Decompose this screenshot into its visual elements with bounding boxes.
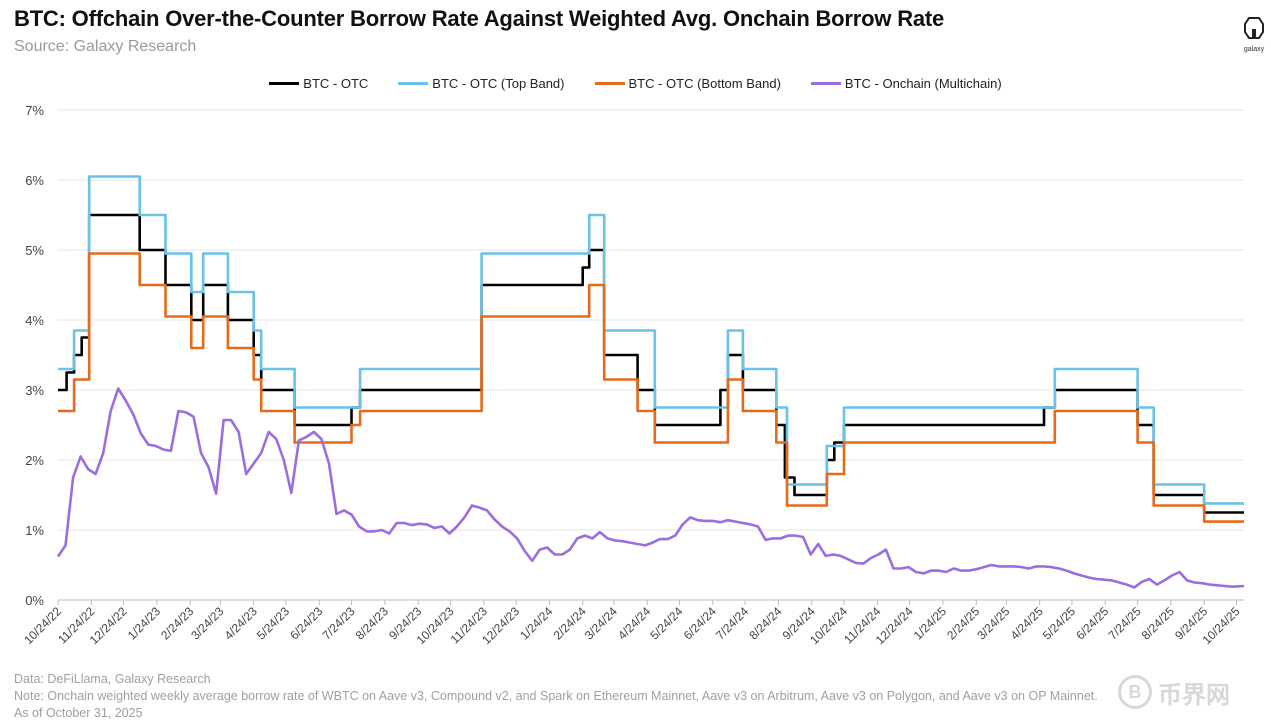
x-tick-label: 3/24/24 xyxy=(582,604,620,642)
watermark: B 币界网 xyxy=(1118,670,1268,714)
legend-label-otc: BTC - OTC xyxy=(303,76,369,91)
x-tick-label: 4/24/23 xyxy=(222,604,260,642)
x-tick-label: 7/24/25 xyxy=(1105,604,1143,642)
legend-item-otc-bottom-band: BTC - OTC (Bottom Band) xyxy=(594,76,781,91)
series-line-otc xyxy=(58,213,1244,514)
y-tick-label: 5% xyxy=(25,243,44,258)
x-tick-label: 7/24/24 xyxy=(713,604,751,642)
y-tick-label: 3% xyxy=(25,383,44,398)
legend-item-onchain: BTC - Onchain (Multichain) xyxy=(810,76,1002,91)
chart-subtitle: Source: Galaxy Research xyxy=(14,38,197,55)
galaxy-logo: galaxy xyxy=(1242,16,1266,53)
x-tick-label: 5/24/25 xyxy=(1040,604,1078,642)
legend-swatch-onchain xyxy=(810,82,841,85)
x-tick-label: 3/24/25 xyxy=(974,604,1012,642)
galaxy-logo-icon xyxy=(1244,17,1264,39)
x-tick-label: 7/24/23 xyxy=(319,604,357,642)
x-tick-label: 8/24/25 xyxy=(1139,604,1177,642)
y-axis: 0% 1% 2% 3% 4% 5% 6% 7% xyxy=(25,103,44,608)
chart-title: BTC: Offchain Over-the-Counter Borrow Ra… xyxy=(14,6,945,31)
series-line-otc-top-band xyxy=(58,175,1244,505)
chart-legend: BTC - OTC BTC - OTC (Top Band) BTC - OTC… xyxy=(0,76,1271,91)
x-tick-label: 8/24/23 xyxy=(353,604,391,642)
footer-data-source: Data: DeFiLlama, Galaxy Research xyxy=(14,672,211,686)
x-tick-label: 6/24/24 xyxy=(681,604,719,642)
x-tick-label: 1/24/23 xyxy=(125,604,163,642)
x-tick-label: 6/24/25 xyxy=(1073,604,1111,642)
x-tick-label: 1/24/24 xyxy=(517,604,555,642)
line-chart: 0% 1% 2% 3% 4% 5% 6% 7% 10/24/2211/24/2212/24/2… xyxy=(21,103,1245,647)
logo-text: galaxy xyxy=(1243,46,1265,53)
footer-as-of: As of October 31, 2025 xyxy=(14,706,143,720)
legend-label-onchain: BTC - Onchain (Multichain) xyxy=(844,76,1002,91)
x-tick-label: 6/24/23 xyxy=(287,604,325,642)
y-tick-label: 2% xyxy=(25,453,44,468)
x-tick-label: 2/24/24 xyxy=(551,604,589,642)
watermark-coin-icon: B xyxy=(1118,675,1152,709)
x-tick-label: 1/24/25 xyxy=(911,604,949,642)
x-axis: 10/24/2211/24/2212/24/221/24/232/24/233/… xyxy=(21,599,1244,647)
y-tick-label: 7% xyxy=(25,103,44,118)
watermark-text: 币界网 xyxy=(1158,681,1230,709)
y-tick-label: 6% xyxy=(25,173,44,188)
x-tick-label: 5/24/24 xyxy=(647,604,685,642)
x-tick-label: 2/24/25 xyxy=(944,604,982,642)
x-tick-label: 8/24/24 xyxy=(746,604,784,642)
legend-label-otc-top-band: BTC - OTC (Top Band) xyxy=(432,76,565,91)
legend-swatch-otc xyxy=(269,82,300,85)
x-tick-label: 4/24/25 xyxy=(1008,604,1046,642)
series-line-otc-bottom-band xyxy=(58,252,1244,523)
legend-item-otc: BTC - OTC xyxy=(269,76,368,91)
legend-swatch-otc-bottom-band xyxy=(594,82,625,85)
y-tick-label: 0% xyxy=(25,593,44,608)
legend-swatch-otc-top-band xyxy=(398,82,429,85)
x-tick-label: 4/24/24 xyxy=(615,604,653,642)
footer-note: Note: Onchain weighted weekly average bo… xyxy=(14,689,1098,703)
legend-label-otc-bottom-band: BTC - OTC (Bottom Band) xyxy=(628,76,781,91)
x-tick-label: 3/24/23 xyxy=(188,604,226,642)
series-lines xyxy=(56,175,1245,589)
y-tick-label: 1% xyxy=(25,523,44,538)
chart-footer: Data: DeFiLlama, Galaxy Research Note: O… xyxy=(14,671,1098,722)
x-tick-label: 2/24/23 xyxy=(158,604,196,642)
y-tick-label: 4% xyxy=(25,313,44,328)
series-line-onchain xyxy=(56,387,1245,589)
legend-item-otc-top-band: BTC - OTC (Top Band) xyxy=(398,76,565,91)
x-tick-label: 5/24/23 xyxy=(254,604,292,642)
